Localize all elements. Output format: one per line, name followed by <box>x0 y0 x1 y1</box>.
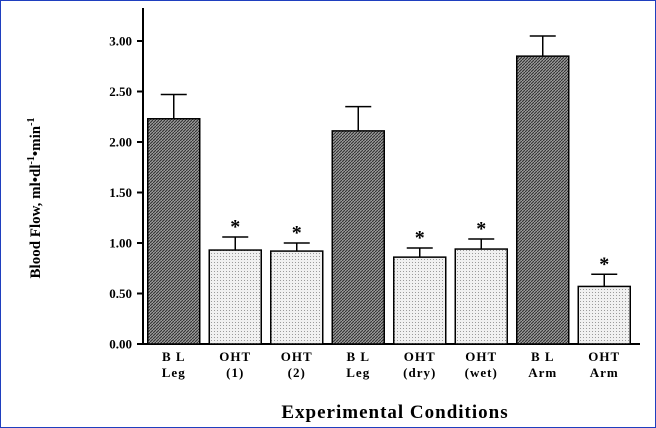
bar <box>208 249 262 345</box>
x-tick-label-line2: (1) <box>226 365 244 380</box>
x-tick-label-line2: Leg <box>162 365 186 380</box>
y-axis-title-sup2: -1 <box>26 118 37 126</box>
significance-marker: * <box>230 216 240 238</box>
x-tick-label-line2: Arm <box>590 365 619 380</box>
bars: * * * * * <box>147 35 631 345</box>
x-tick-label: B L <box>346 349 370 364</box>
x-tick-label: OHT <box>588 349 620 364</box>
x-tick-label-line2: (2) <box>288 365 306 380</box>
x-tick-label: B L <box>531 349 555 364</box>
x-tick-label: B L <box>162 349 186 364</box>
y-axis-title-main: Blood Flow, ml•dl <box>28 164 44 278</box>
bar <box>270 250 324 345</box>
x-axis-title: Experimental Conditions <box>281 402 508 423</box>
significance-marker: * <box>292 222 302 244</box>
y-tick-label: 1.50 <box>109 185 132 200</box>
x-tick-label: OHT <box>404 349 436 364</box>
significance-marker: * <box>476 218 486 240</box>
y-tick-label: 3.00 <box>109 34 132 49</box>
x-tick-label-line2: (wet) <box>465 365 498 380</box>
y-tick-label: 2.50 <box>109 84 132 99</box>
bar <box>393 256 447 345</box>
x-tick-label-line2: Arm <box>528 365 557 380</box>
significance-marker: * <box>415 227 425 249</box>
y-tick-label: 0.50 <box>109 286 132 301</box>
x-tick-label: OHT <box>281 349 313 364</box>
y-axis-title: Blood Flow, ml•dl-1•min-1 <box>26 118 44 279</box>
y-axis-title-sup1: -1 <box>26 156 37 164</box>
bar <box>577 285 631 345</box>
y-tick-label: 0.00 <box>109 337 132 352</box>
y-tick-label: 1.00 <box>109 236 132 251</box>
significance-marker: * <box>599 253 609 275</box>
x-tick-label-line2: Leg <box>346 365 370 380</box>
bar <box>516 55 570 345</box>
y-axis-title-mid: •min <box>28 125 44 156</box>
y-tick-label: 2.00 <box>109 135 132 150</box>
x-tick-label-line2: (dry) <box>403 365 436 380</box>
bar <box>147 118 201 345</box>
x-tick-label: OHT <box>219 349 251 364</box>
bar <box>331 130 385 345</box>
bar <box>454 248 508 345</box>
x-tick-label: OHT <box>465 349 497 364</box>
